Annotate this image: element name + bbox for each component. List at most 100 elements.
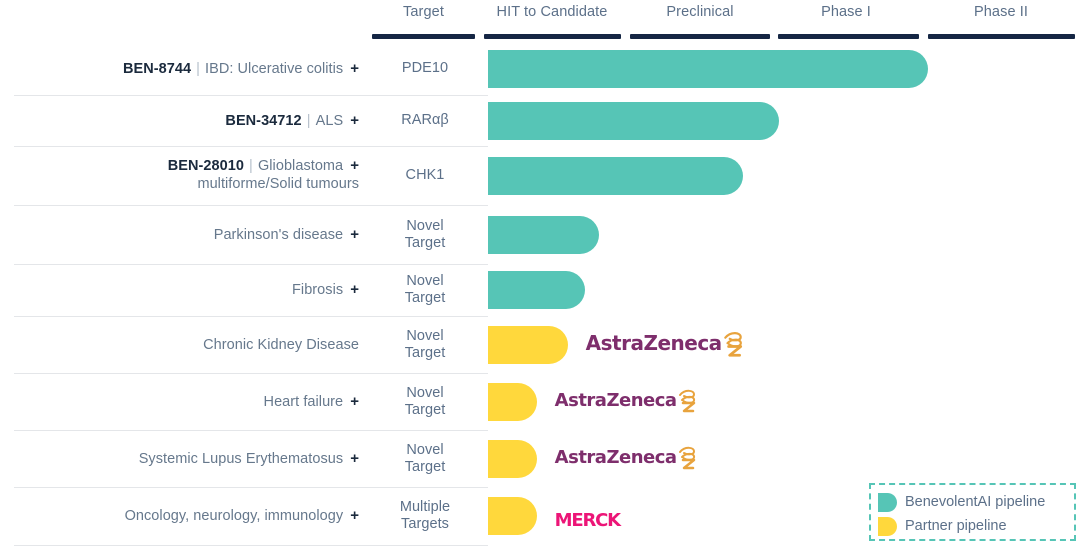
row-target-line2: Target: [404, 401, 446, 418]
pipeline-bar: [488, 325, 568, 364]
column-rule-1: [484, 34, 621, 39]
pipeline-bar: [488, 156, 744, 195]
merck-wordmark: Merck: [554, 503, 621, 532]
row-target: CHK1: [375, 167, 475, 184]
partner-logo-astrazeneca: AstraZeneca: [555, 445, 697, 470]
row-target-line1: Novel: [406, 441, 444, 458]
row-target: Novel Target: [375, 328, 475, 362]
pipeline-row[interactable]: BEN-8744 | IBD: Ulcerative colitis + PDE10: [0, 43, 1080, 95]
row-expand-plus-icon[interactable]: +: [350, 156, 359, 174]
column-header-phase-i: Phase I: [821, 4, 871, 20]
row-target-line1: PDE10: [401, 60, 449, 76]
row-target-line1: Novel: [406, 217, 444, 234]
row-indication: ALS: [315, 112, 344, 129]
row-target-line2: Target: [404, 290, 446, 306]
legend-item-benevolent: BenevolentAI pipeline: [878, 491, 1045, 513]
pipeline-column-headers: Target HIT to Candidate Preclinical Phase I…: [0, 0, 1080, 43]
row-indication: Heart failure: [263, 393, 344, 410]
row-compound-code: BEN-8744: [122, 61, 192, 77]
row-expand-plus-icon[interactable]: +: [350, 225, 359, 243]
legend-swatch-partner: [878, 516, 897, 536]
column-header-phase-ii: Phase II: [974, 4, 1028, 20]
column-rule-0: [372, 34, 475, 39]
column-header-hit-to-candidate: HIT to Candidate: [496, 4, 608, 20]
row-target: Multiple Targets: [375, 499, 475, 533]
legend-item-partner: Partner pipeline: [878, 515, 1007, 537]
row-expand-plus-icon[interactable]: +: [350, 281, 359, 298]
row-divider: [14, 264, 488, 265]
astrazeneca-swirl-icon: [722, 330, 744, 358]
row-target: RARαβ: [375, 112, 475, 129]
row-target-line2: Target: [404, 234, 446, 251]
pipeline-bar: [488, 497, 537, 535]
legend-label-benevolent: BenevolentAI pipeline: [905, 494, 1046, 510]
astrazeneca-wordmark: AstraZeneca: [585, 331, 723, 356]
pipeline-bar: [488, 439, 537, 478]
row-compound-code: BEN-34712: [225, 112, 302, 129]
row-indication: Glioblastoma: [257, 157, 344, 174]
row-target: Novel Target: [375, 442, 475, 476]
row-expand-plus-icon[interactable]: +: [350, 507, 359, 524]
pipeline-bar: [488, 382, 537, 421]
row-indication: IBD: Ulcerative colitis: [205, 61, 344, 77]
row-target: Novel Target: [375, 218, 475, 252]
row-indication-line2: multiforme/Solid tumours: [197, 175, 359, 192]
pipeline-row[interactable]: Oncology, neurology, immunology + Multiple…: [0, 487, 1080, 545]
column-rule-4: [928, 34, 1075, 39]
row-indication: Oncology, neurology, immunology: [124, 508, 344, 524]
partner-logo-astrazeneca: AstraZeneca: [586, 330, 744, 358]
row-target-line1: CHK1: [405, 166, 445, 183]
pipeline-row[interactable]: Parkinson's disease + Novel Target: [0, 205, 1080, 264]
row-label: Systemic Lupus Erythematosus +: [14, 450, 359, 468]
row-target-line1: Multiple: [399, 499, 451, 515]
row-indication: Parkinson's disease: [213, 226, 344, 243]
row-divider: [14, 95, 488, 96]
legend-label-partner: Partner pipeline: [905, 518, 1007, 534]
row-target-line1: RARαβ: [401, 111, 449, 128]
row-target-line2: Target: [404, 344, 446, 361]
pipeline-row[interactable]: BEN-34712 | ALS + RARαβ: [0, 95, 1080, 146]
row-expand-plus-icon[interactable]: +: [350, 111, 359, 129]
row-label: Fibrosis +: [14, 281, 359, 299]
row-label: Heart failure +: [14, 393, 359, 411]
pipeline-bar: [488, 271, 586, 309]
row-label: Chronic Kidney Disease: [14, 336, 359, 354]
row-target-line1: Novel: [406, 273, 444, 289]
chart-legend: BenevolentAI pipeline Partner pipeline: [869, 483, 1076, 541]
pipeline-bar: [488, 50, 928, 88]
pipeline-row[interactable]: Chronic Kidney Disease Novel Target AstraZe…: [0, 316, 1080, 373]
row-divider: [14, 545, 488, 546]
row-expand-plus-icon[interactable]: +: [350, 60, 359, 77]
row-target: PDE10: [375, 60, 475, 77]
row-divider: [14, 373, 488, 374]
row-target-line2: Target: [404, 458, 446, 475]
row-divider: [14, 487, 488, 488]
row-indication: Chronic Kidney Disease: [203, 336, 359, 353]
row-label-separator: |: [244, 157, 257, 174]
row-compound-code: BEN-28010: [167, 157, 244, 174]
row-divider: [14, 316, 488, 317]
row-target-line2: Targets: [401, 516, 449, 532]
astrazeneca-swirl-icon: [677, 445, 697, 470]
column-header-target: Target: [403, 4, 444, 20]
row-label: Oncology, neurology, immunology +: [14, 507, 359, 525]
astrazeneca-wordmark: AstraZeneca: [554, 446, 677, 468]
astrazeneca-swirl-icon: [677, 388, 697, 413]
pipeline-bar: [488, 215, 599, 254]
partner-logo-astrazeneca: AstraZeneca: [555, 388, 697, 413]
row-divider: [14, 430, 488, 431]
partner-logo-merck: Merck: [554, 503, 621, 532]
row-expand-plus-icon[interactable]: +: [350, 392, 359, 410]
row-label: BEN-28010 | Glioblastoma + multiforme/Soli…: [14, 157, 359, 193]
pipeline-row[interactable]: BEN-28010 | Glioblastoma + multiforme/Soli…: [0, 146, 1080, 205]
row-label: BEN-8744 | IBD: Ulcerative colitis +: [14, 60, 359, 78]
row-label: Parkinson's disease +: [14, 226, 359, 244]
pipeline-row[interactable]: Heart failure + Novel Target AstraZeneca: [0, 373, 1080, 430]
column-rule-3: [778, 34, 919, 39]
column-header-preclinical: Preclinical: [666, 4, 734, 20]
pipeline-row[interactable]: Systemic Lupus Erythematosus + Novel Target…: [0, 430, 1080, 487]
row-divider: [14, 146, 488, 147]
pipeline-row[interactable]: Fibrosis + Novel Target: [0, 264, 1080, 316]
row-expand-plus-icon[interactable]: +: [350, 449, 359, 467]
